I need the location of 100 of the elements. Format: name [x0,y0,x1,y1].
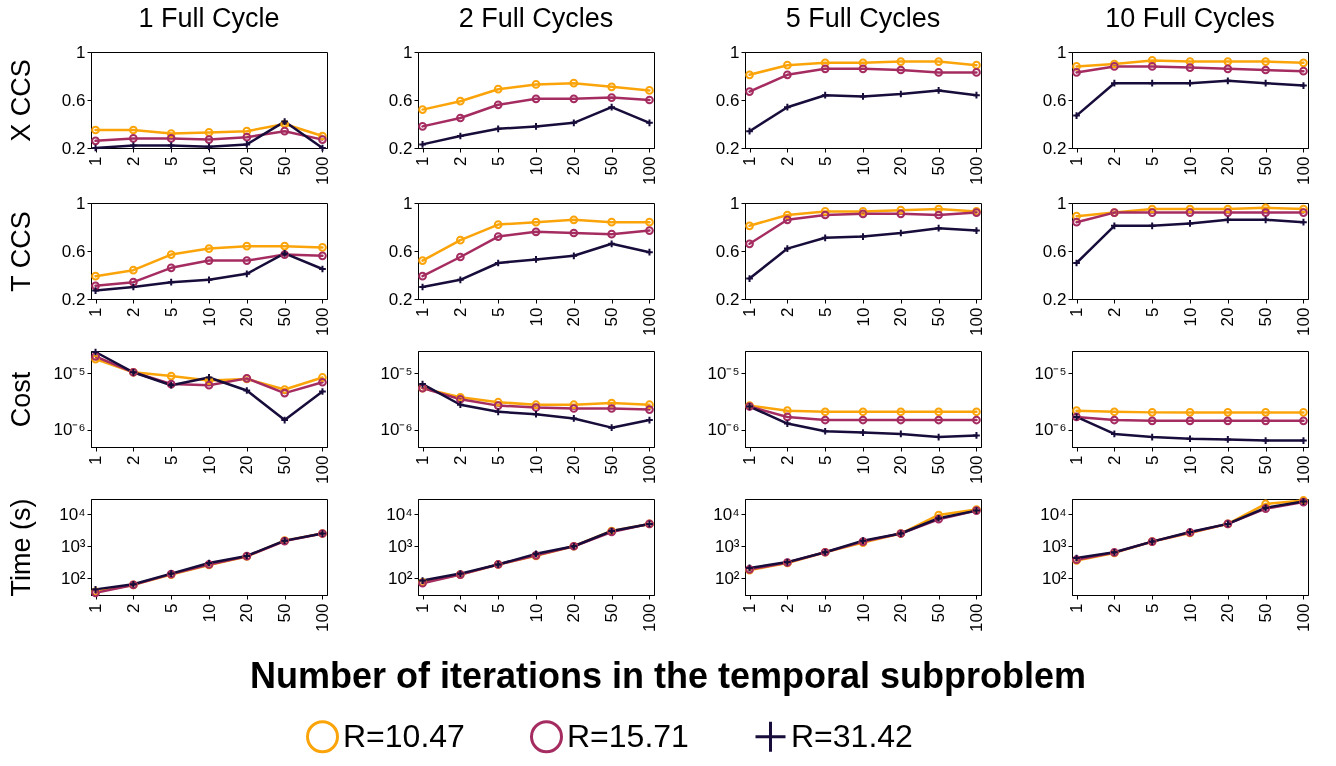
x-tick-label: 5 [815,307,835,317]
x-tick-label: 100 [312,307,332,336]
x-tick-label: 100 [1293,455,1313,484]
x-tick-label: 5 [815,455,835,465]
x-tick-label: 10 [1180,307,1200,327]
x-tick-label: 50 [1256,455,1276,475]
y-axis-title: X CCS [5,59,36,142]
x-tick-label: 1 [1067,455,1087,465]
y-tick-label: 0.2 [388,289,413,309]
x-tick-label: 100 [1293,307,1313,336]
y-tick-label: 10⁻⁵ [707,363,740,383]
x-tick-label: 2 [1104,307,1124,317]
y-tick-label: 0.6 [388,241,413,261]
y-tick-label: 10⁻⁵ [1034,363,1067,383]
x-tick-label: 10 [1180,603,1200,623]
x-tick-label: 1 [740,156,760,166]
y-tick-label: 10³ [1041,536,1067,556]
y-axis-title: Time (s) [5,498,36,597]
x-tick-label: 50 [275,455,295,475]
x-tick-label: 1 [740,603,760,613]
y-tick-label: 10⁻⁵ [380,363,413,383]
y-tick-label: 0.2 [1042,289,1067,309]
y-tick-label: 0.6 [1042,90,1067,110]
x-tick-label: 100 [1293,603,1313,632]
chart-title: 5 Full Cycles [785,3,941,33]
x-tick-label: 1 [413,156,433,166]
x-tick-label: 50 [602,307,622,327]
y-axis-title: T CCS [5,211,36,292]
x-tick-label: 100 [966,603,986,632]
x-tick-label: 20 [1218,156,1238,176]
x-tick-label: 2 [1104,455,1124,465]
y-tick-label: 10⁴ [1040,504,1067,524]
x-tick-label: 5 [815,603,835,613]
x-tick-label: 2 [777,307,797,317]
x-tick-label: 1 [86,307,106,317]
y-tick-label: 1 [730,193,740,213]
y-tick-label: 10³ [387,536,413,556]
x-tick-label: 20 [1218,307,1238,327]
x-tick-label: 10 [526,455,546,475]
x-tick-label: 20 [564,603,584,623]
x-tick-label: 2 [777,156,797,166]
x-tick-label: 1 [86,603,106,613]
y-tick-label: 1 [1057,193,1067,213]
x-tick-label: 1 [413,307,433,317]
x-tick-label: 50 [275,307,295,327]
x-tick-label: 20 [237,603,257,623]
x-tick-label: 2 [123,455,143,465]
x-tick-label: 2 [777,603,797,613]
x-tick-label: 10 [853,307,873,327]
x-tick-label: 100 [312,455,332,484]
y-tick-label: 10³ [60,536,86,556]
x-tick-label: 5 [161,603,181,613]
y-tick-label: 10⁻⁶ [380,420,413,440]
x-tick-label: 10 [1180,156,1200,176]
x-tick-label: 50 [929,156,949,176]
y-tick-label: 1 [403,42,413,62]
y-tick-label: 0.2 [61,289,86,309]
chart-title: 10 Full Cycles [1105,3,1275,33]
y-tick-label: 10⁴ [713,504,740,524]
x-tick-label: 20 [237,455,257,475]
x-tick-label: 10 [199,307,219,327]
x-tick-label: 2 [777,455,797,465]
x-tick-label: 5 [488,603,508,613]
y-tick-label: 10² [714,568,740,588]
x-tick-label: 5 [488,455,508,465]
y-tick-label: 0.2 [388,138,413,158]
x-tick-label: 1 [86,156,106,166]
legend-label: R=15.71 [567,717,689,754]
x-tick-label: 50 [929,307,949,327]
x-tick-label: 100 [1293,156,1313,185]
x-tick-label: 10 [199,156,219,176]
x-tick-label: 100 [639,156,659,185]
x-tick-label: 5 [488,156,508,166]
x-tick-label: 10 [526,307,546,327]
x-tick-label: 100 [639,455,659,484]
y-tick-label: 10⁻⁶ [53,420,86,440]
y-tick-label: 0.6 [1042,241,1067,261]
y-tick-label: 0.2 [1042,138,1067,158]
y-tick-label: 1 [76,193,86,213]
x-tick-label: 50 [1256,156,1276,176]
x-tick-label: 2 [450,603,470,613]
x-tick-label: 10 [853,603,873,623]
y-tick-label: 10² [1041,568,1067,588]
x-tick-label: 20 [891,156,911,176]
y-tick-label: 10⁻⁶ [1034,420,1067,440]
y-tick-label: 0.6 [715,90,740,110]
x-tick-label: 1 [413,603,433,613]
x-tick-label: 2 [1104,603,1124,613]
x-tick-label: 10 [199,603,219,623]
x-tick-label: 20 [891,307,911,327]
x-tick-label: 2 [450,307,470,317]
x-tick-label: 1 [740,307,760,317]
y-tick-label: 10⁴ [386,504,413,524]
x-tick-label: 100 [639,603,659,632]
y-tick-label: 0.2 [715,289,740,309]
y-tick-label: 0.6 [61,90,86,110]
x-tick-label: 2 [123,307,143,317]
x-tick-label: 50 [1256,307,1276,327]
x-tick-label: 1 [86,455,106,465]
y-axis-title: Cost [5,371,36,428]
